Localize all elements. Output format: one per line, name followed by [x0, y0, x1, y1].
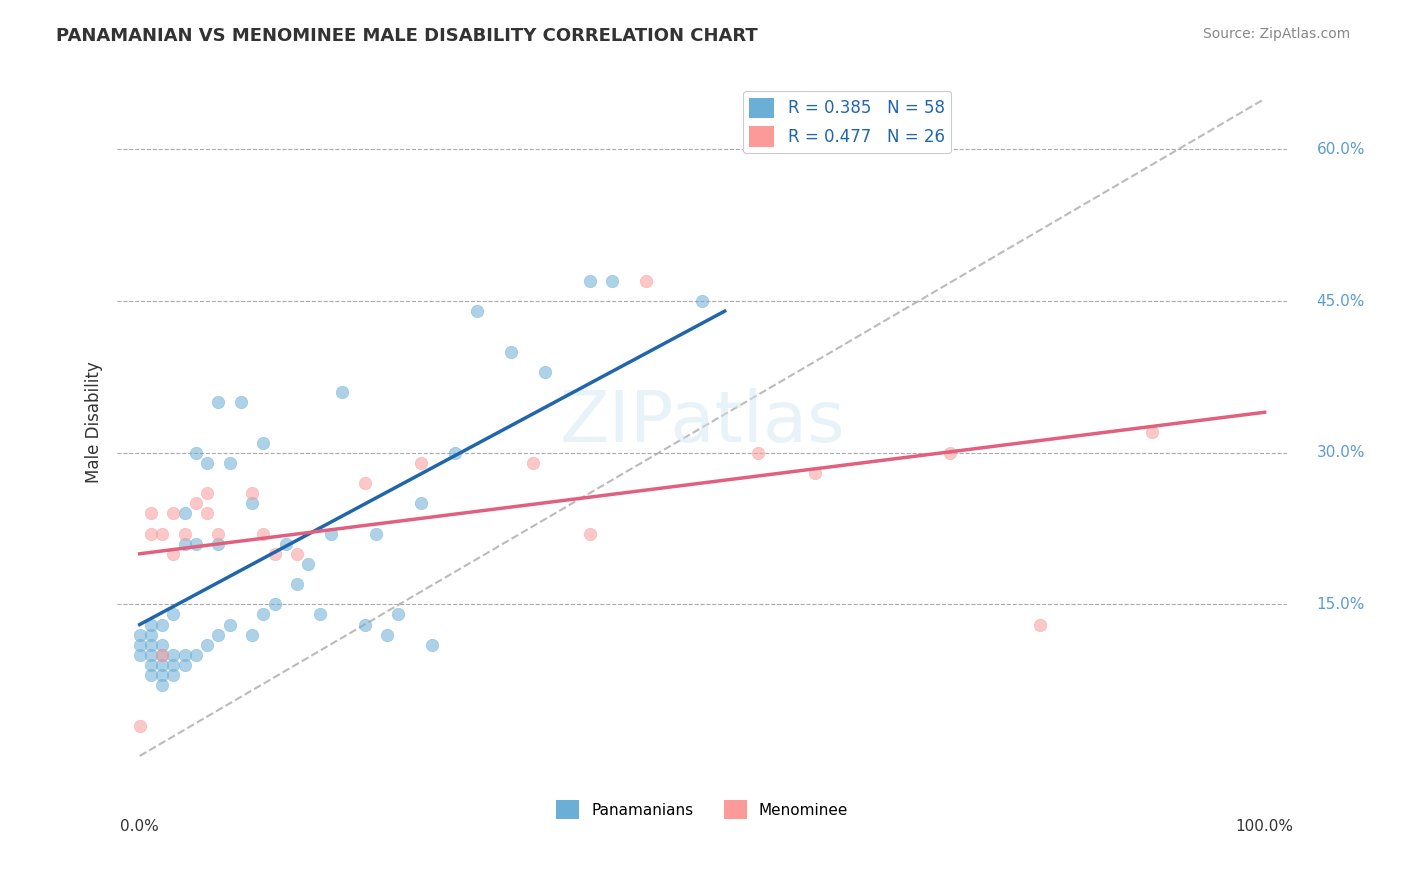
Point: [150, 657, 173, 672]
Point: [240, 627, 263, 641]
Point: [387, 607, 409, 622]
Point: [162, 648, 184, 662]
Point: [274, 536, 297, 550]
Point: [139, 648, 162, 662]
Point: [195, 456, 218, 470]
Point: [263, 597, 285, 611]
Point: [139, 657, 162, 672]
Point: [533, 365, 555, 379]
Point: [173, 657, 195, 672]
Point: [420, 638, 443, 652]
Point: [128, 718, 150, 732]
Point: [150, 668, 173, 682]
Point: [150, 638, 173, 652]
Point: [938, 445, 960, 459]
Point: [330, 384, 353, 399]
Point: [443, 445, 465, 459]
Text: Source: ZipAtlas.com: Source: ZipAtlas.com: [1202, 27, 1350, 41]
Point: [1028, 617, 1050, 632]
Text: 30.0%: 30.0%: [1316, 445, 1365, 460]
Point: [150, 617, 173, 632]
Text: ZIPatlas: ZIPatlas: [560, 388, 845, 457]
Point: [184, 445, 207, 459]
Point: [634, 274, 657, 288]
Point: [578, 526, 600, 541]
Text: 100.0%: 100.0%: [1236, 819, 1294, 834]
Point: [409, 496, 432, 510]
Legend: Panamanians, Menominee: Panamanians, Menominee: [550, 794, 855, 825]
Text: 0.0%: 0.0%: [121, 819, 159, 834]
Point: [240, 496, 263, 510]
Point: [353, 475, 375, 490]
Point: [803, 466, 825, 480]
Point: [353, 617, 375, 632]
Point: [1140, 425, 1163, 440]
Point: [207, 536, 229, 550]
Point: [139, 526, 162, 541]
Point: [297, 557, 319, 571]
Point: [252, 526, 274, 541]
Point: [207, 627, 229, 641]
Point: [195, 638, 218, 652]
Text: 15.0%: 15.0%: [1316, 597, 1365, 612]
Point: [195, 506, 218, 520]
Point: [162, 668, 184, 682]
Point: [128, 648, 150, 662]
Point: [690, 293, 713, 308]
Point: [184, 648, 207, 662]
Point: [207, 526, 229, 541]
Point: [747, 445, 769, 459]
Point: [285, 547, 308, 561]
Point: [139, 617, 162, 632]
Point: [522, 456, 544, 470]
Point: [578, 274, 600, 288]
Point: [308, 607, 330, 622]
Point: [139, 668, 162, 682]
Point: [150, 526, 173, 541]
Point: [375, 627, 398, 641]
Point: [173, 536, 195, 550]
Point: [218, 456, 240, 470]
Point: [162, 547, 184, 561]
Point: [173, 526, 195, 541]
Point: [600, 274, 623, 288]
Point: [319, 526, 342, 541]
Point: [150, 678, 173, 692]
Point: [229, 395, 252, 409]
Point: [465, 304, 488, 318]
Point: [139, 506, 162, 520]
Point: [409, 456, 432, 470]
Text: PANAMANIAN VS MENOMINEE MALE DISABILITY CORRELATION CHART: PANAMANIAN VS MENOMINEE MALE DISABILITY …: [56, 27, 758, 45]
Point: [162, 506, 184, 520]
Point: [150, 648, 173, 662]
Point: [173, 506, 195, 520]
Point: [128, 638, 150, 652]
Point: [240, 486, 263, 500]
Point: [252, 607, 274, 622]
Y-axis label: Male Disability: Male Disability: [86, 361, 103, 483]
Text: 45.0%: 45.0%: [1316, 293, 1365, 309]
Text: 60.0%: 60.0%: [1316, 142, 1365, 157]
Point: [184, 536, 207, 550]
Point: [128, 627, 150, 641]
Point: [150, 648, 173, 662]
Point: [285, 577, 308, 591]
Point: [139, 638, 162, 652]
Point: [162, 657, 184, 672]
Point: [499, 344, 522, 359]
Point: [139, 627, 162, 641]
Point: [218, 617, 240, 632]
Point: [195, 486, 218, 500]
Point: [162, 607, 184, 622]
Point: [173, 648, 195, 662]
Point: [207, 395, 229, 409]
Point: [364, 526, 387, 541]
Point: [263, 547, 285, 561]
Point: [252, 435, 274, 450]
Point: [184, 496, 207, 510]
